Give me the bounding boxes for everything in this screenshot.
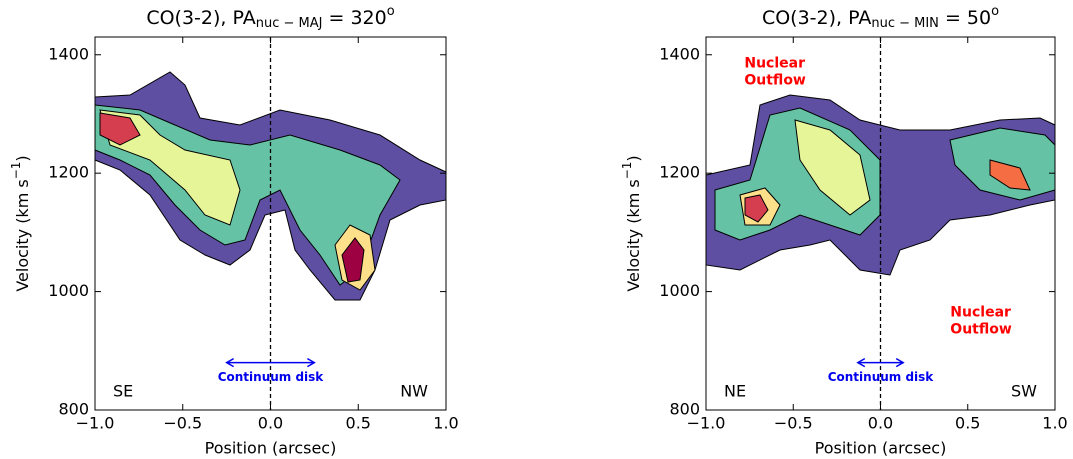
x-tick-label: 1.0 [433,414,458,433]
title-text: = 50 [939,7,991,29]
x-tick-label: −0.5 [163,414,202,433]
y-tick-label: 1200 [48,163,89,182]
x-tick-label: 0.0 [258,414,283,433]
y-tick-label: 1000 [659,281,700,300]
emission-core [99,112,141,146]
outflow-line: Outflow [744,73,806,89]
x-tick-label: 0.5 [955,414,980,433]
arrow-head [307,357,316,368]
corner-label: SE [113,382,133,401]
outflow-line: Nuclear [744,56,805,72]
title-text: CO(3-2), PA [762,7,871,29]
panel: −1.0 −0.5 0.0 0.5 1.0 800 1000 1200 1400 CO(3-2),… [9,4,459,458]
corner-label: SW [1011,382,1037,401]
title-sub: nuc − MIN [871,16,939,31]
emission-map [94,71,1056,301]
outflow-line: Outflow [950,321,1012,337]
x-axis-label: Position (arcsec) [815,439,947,458]
chart-title: CO(3-2), PAnuc − MIN = 50o [762,4,999,31]
title-text: = 320 [322,7,386,29]
title-text: CO(3-2), PA [146,7,255,29]
x-tick-label: −0.5 [774,414,813,433]
outflow-label: Nuclear Outflow [950,304,1012,337]
y-label-text: ) [13,155,32,161]
x-axis-label: Position (arcsec) [205,439,337,458]
emission-core [989,159,1031,191]
title-sub: nuc − MAJ [256,16,323,31]
disk-label: Continuum disk [828,370,935,384]
y-tick-label: 1400 [659,44,700,63]
corner-label: NE [724,382,746,401]
corner-label: NW [400,382,428,401]
y-label-sup: −1 [9,162,23,180]
x-tick-label: 0.0 [868,414,893,433]
emission-core [341,237,365,283]
y-tick-label: 1000 [48,281,89,300]
y-tick-label: 800 [58,400,89,419]
y-tick-label: 1400 [48,44,89,63]
disk-label: Continuum disk [218,370,325,384]
y-label-text: Velocity (km s [624,179,643,291]
arrow-head [856,357,866,368]
x-tick-label: 1.0 [1042,414,1067,433]
outflow-label: Nuclear Outflow [744,56,806,89]
y-label-text: Velocity (km s [13,179,32,291]
emission-core [744,194,769,223]
y-tick-label: 800 [669,400,700,419]
title-sup: o [387,4,395,19]
y-tick-label: 1200 [659,163,700,182]
y-label-text: ) [624,155,643,161]
emission-inner [794,119,871,216]
emission-inner [99,109,241,226]
x-tick-label: 0.5 [346,414,371,433]
panel: −1.0 −0.5 0.0 0.5 1.0 800 1000 1200 1400 CO(3-2),… [620,4,1068,458]
chart-title: CO(3-2), PAnuc − MAJ = 320o [146,4,394,31]
arrow-head [225,357,234,368]
y-axis-label: Velocity (km s−1) [620,155,643,291]
y-axis-label: Velocity (km s−1) [9,155,32,291]
y-label-sup: −1 [620,162,634,180]
x-tick-label: −1.0 [76,414,115,433]
outflow-line: Nuclear [950,304,1011,320]
arrow-head [895,357,905,368]
title-sup: o [991,4,999,19]
x-tick-label: −1.0 [687,414,726,433]
